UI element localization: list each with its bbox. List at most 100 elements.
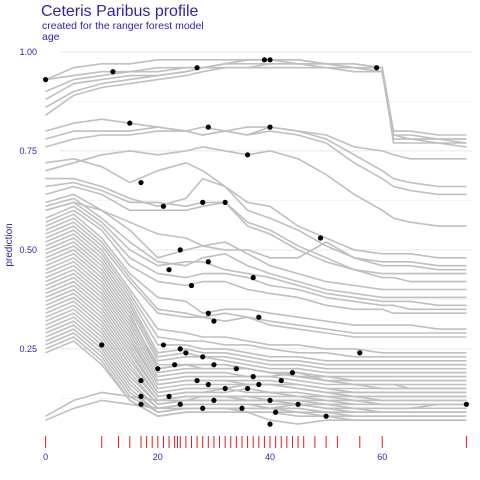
observation-point [278,377,284,384]
observation-point [463,401,469,407]
observation-point [267,124,273,130]
profile-line [45,58,467,144]
profile-line [45,272,467,390]
observation-point [273,409,279,415]
y-tick-label: 0.25 [19,344,37,354]
observation-point [177,346,183,352]
observation-point [138,377,144,384]
observation-point [200,405,206,411]
profile-line [45,332,467,414]
y-tick-label: 0.50 [19,245,37,255]
profile-line [45,197,467,299]
observation-point [222,385,228,392]
observation-point [138,401,144,407]
profile-line [45,201,467,271]
y-tick-label: 1.00 [19,47,37,57]
observation-point [138,393,144,399]
observation-point [160,203,167,209]
x-tick-label: 60 [377,452,387,462]
observation-point [295,401,301,407]
observation-point [110,69,116,75]
observation-point [99,342,105,348]
profile-lines [45,58,467,425]
observation-point [250,275,256,281]
observation-point [267,57,273,63]
observation-point [155,366,161,372]
profile-line [45,233,467,362]
profile-line [45,209,467,315]
observation-point [200,354,206,360]
observation-point [200,199,206,205]
observation-point [177,401,183,407]
profile-line [45,126,467,196]
observation-point [177,247,183,253]
observation-point [205,381,211,388]
observation-point [127,120,133,126]
profile-line [45,181,467,275]
observation-point [267,421,273,427]
profile-line [45,126,467,188]
observation-point [205,310,211,316]
chart-subtitle: created for the ranger forest model [42,20,204,32]
observation-point [233,366,239,372]
profile-line [45,205,467,311]
observation-point [138,179,144,186]
observation-point [188,282,195,289]
profile-line [45,399,467,425]
observation-point [222,199,228,205]
observation-point [183,350,189,356]
x-tick-labels: 0 20 40 60 [43,452,387,462]
profile-line [45,237,467,366]
observation-point [323,413,329,419]
observation-point [194,377,200,384]
observation-point [205,259,211,265]
profile-line [45,193,467,291]
observation-point [250,374,256,380]
profile-line [45,221,467,338]
profile-line [45,62,467,148]
observation-point [166,393,172,399]
profile-line [45,229,467,358]
profile-line [45,146,467,227]
y-axis-label: prediction [4,223,15,266]
chart-title: Ceteris Paribus profile [41,3,199,20]
observation-point [239,405,245,411]
profile-line [45,245,467,374]
observation-point [166,267,172,273]
profile-line [45,118,467,160]
observation-point [256,314,262,320]
observation-point [256,381,262,388]
observation-point [317,235,324,241]
observation-point [357,350,363,356]
observation-point [43,77,49,83]
profile-line [45,391,467,417]
observation-point [374,65,380,71]
observation-point [244,152,251,158]
profile-line [45,201,467,307]
observation-point [211,397,217,403]
observation-point [267,397,273,403]
observation-point [160,342,167,348]
profile-line [45,158,467,259]
observation-point [289,370,296,376]
x-tick-label: 40 [265,452,275,462]
profile-line [45,225,467,354]
observation-point [261,57,268,63]
observation-points [43,57,469,427]
profile-line [45,241,467,370]
profile-line [45,177,467,267]
observation-point [244,385,251,392]
observation-point [211,318,217,324]
y-tick-label: 0.75 [19,146,37,156]
observation-point [205,124,211,130]
profile-line [45,213,467,330]
observation-point [194,65,200,71]
profile-line [45,296,467,402]
profile-line [45,185,467,283]
x-tick-label: 20 [153,452,163,462]
observation-point [211,362,217,368]
x-tick-label: 0 [43,452,48,462]
y-tick-labels: 0.25 0.50 0.75 1.00 [19,47,37,354]
variable-label: age [42,31,60,43]
